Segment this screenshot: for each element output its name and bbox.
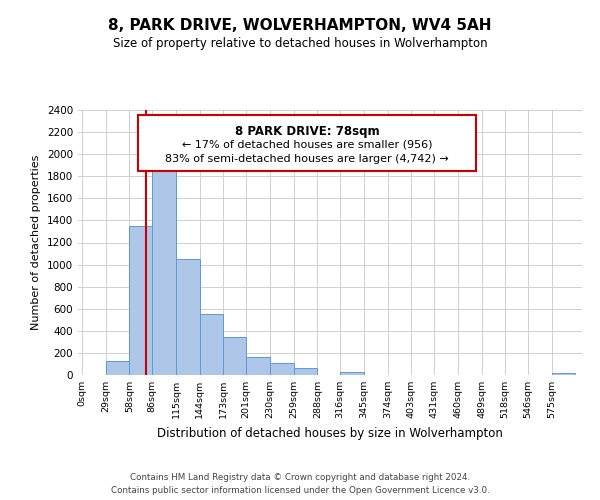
Bar [270,364,293,375]
Text: Contains HM Land Registry data © Crown copyright and database right 2024.
Contai: Contains HM Land Registry data © Crown c… [110,473,490,495]
Bar [293,368,317,375]
Bar [106,361,130,375]
Bar [552,373,575,375]
Bar [200,314,223,375]
Text: ← 17% of detached houses are smaller (956): ← 17% of detached houses are smaller (95… [182,139,433,149]
Bar [152,165,176,375]
X-axis label: Distribution of detached houses by size in Wolverhampton: Distribution of detached houses by size … [157,426,503,440]
FancyBboxPatch shape [139,116,476,171]
Bar [223,338,246,375]
Bar [340,372,364,375]
Text: 8, PARK DRIVE, WOLVERHAMPTON, WV4 5AH: 8, PARK DRIVE, WOLVERHAMPTON, WV4 5AH [108,18,492,32]
Bar [176,259,200,375]
Text: 83% of semi-detached houses are larger (4,742) →: 83% of semi-detached houses are larger (… [166,154,449,164]
Text: 8 PARK DRIVE: 78sqm: 8 PARK DRIVE: 78sqm [235,124,380,138]
Text: Size of property relative to detached houses in Wolverhampton: Size of property relative to detached ho… [113,38,487,51]
Bar [246,358,270,375]
Bar [130,226,152,375]
Y-axis label: Number of detached properties: Number of detached properties [31,155,41,330]
